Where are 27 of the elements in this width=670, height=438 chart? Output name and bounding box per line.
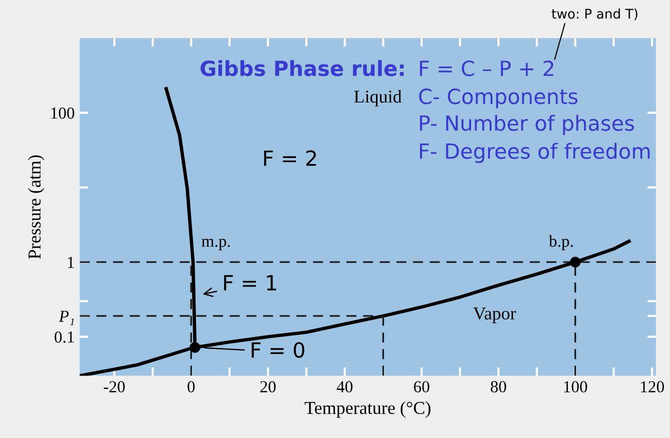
- text: two: P and T): [552, 8, 638, 20]
- annotation: F = 1: [224, 275, 276, 290]
- y-axis-title: Pressure (atm): [28, 155, 44, 259]
- annotation: m.p.: [202, 238, 230, 250]
- x-tick-label: 120: [641, 381, 664, 392]
- annotation: C- Components: [419, 88, 578, 108]
- x-tick-label: 40: [336, 381, 352, 392]
- x-axis-title: Temperature (°C): [304, 401, 430, 418]
- y-tick-label: P₁: [58, 310, 74, 326]
- x-tick-label: 60: [414, 381, 430, 392]
- annotation: P- Number of phases: [420, 114, 634, 135]
- y-tick-label: 0.1: [54, 331, 74, 343]
- annotation: F- Degrees of freedom: [420, 142, 650, 164]
- x-tick-label: 80: [490, 381, 506, 392]
- annotation: F = 2: [264, 150, 316, 166]
- x-tick-label: 0: [188, 381, 195, 392]
- annotation: F = 0: [252, 342, 304, 358]
- annotation: F = C – P + 2: [420, 60, 554, 76]
- y-tick-label: 1: [68, 256, 74, 268]
- x-tick-label: 100: [564, 381, 588, 392]
- annotation: b.p.: [548, 235, 573, 250]
- annotation: Liquid: [354, 90, 402, 106]
- annotation: Vapor: [473, 308, 516, 324]
- x-tick-label: 20: [260, 381, 276, 392]
- x-tick-label: -20: [104, 381, 125, 392]
- annotation: Gibbs Phase rule:: [200, 60, 404, 76]
- y-tick-label: 100: [51, 107, 74, 119]
